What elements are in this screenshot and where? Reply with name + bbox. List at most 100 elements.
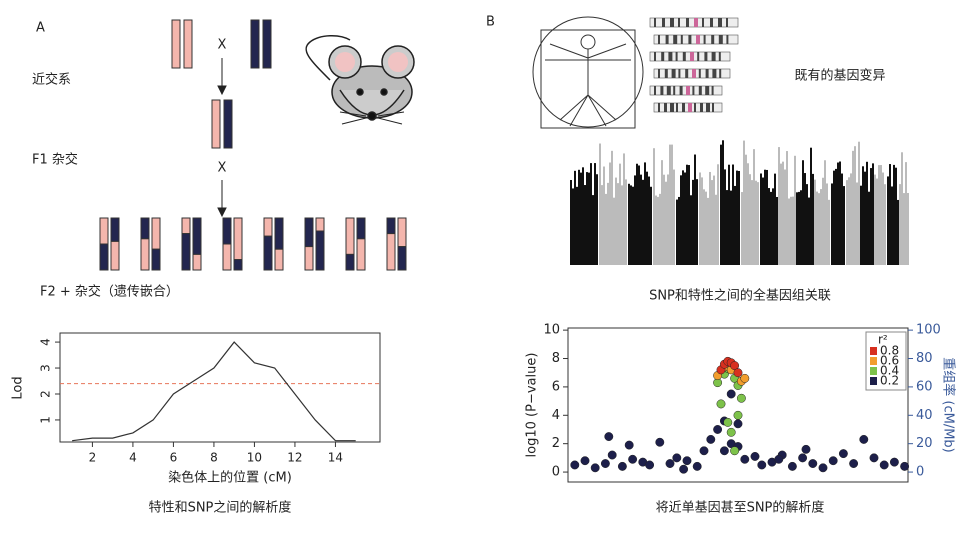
manhattan-column <box>895 167 897 265</box>
ideogram-band <box>712 69 717 78</box>
y2-tick-label: 80 <box>916 351 933 366</box>
snp-point <box>692 461 702 471</box>
variants-label: 既有的基因变异 <box>794 68 885 84</box>
y2-axis-label: 重组率 (cM/Mb) <box>941 357 957 453</box>
manhattan-column <box>870 168 872 265</box>
manhattan-column <box>584 185 586 265</box>
x-tick-label: 6 <box>170 451 178 465</box>
manhattan-column <box>854 146 856 265</box>
gwas-caption: SNP和特性之间的全基因组关联 <box>649 288 831 304</box>
parent-chromosomes <box>171 19 272 149</box>
manhattan-column <box>640 174 642 265</box>
manhattan-column <box>858 141 860 265</box>
ideogram-band <box>688 35 692 44</box>
manhattan-column <box>673 169 675 265</box>
manhattan-column <box>703 189 705 265</box>
manhattan-column <box>680 175 682 265</box>
manhattan-column <box>841 173 843 265</box>
manhattan-column <box>619 163 621 265</box>
manhattan-column <box>705 191 707 265</box>
manhattan-column <box>632 186 634 265</box>
ideogram-band <box>682 52 686 61</box>
snp-point <box>580 456 590 466</box>
manhattan-column <box>876 178 878 265</box>
snp-point <box>604 432 614 442</box>
ideogram-band <box>678 69 681 78</box>
chromosome-segment <box>192 253 202 271</box>
manhattan-column <box>588 172 590 265</box>
manhattan-column <box>835 168 837 265</box>
manhattan-column <box>661 160 663 265</box>
manhattan-column <box>617 183 619 265</box>
manhattan-column <box>586 172 588 265</box>
manhattan-column <box>905 162 907 265</box>
manhattan-column <box>848 177 850 265</box>
manhattan-column <box>806 184 808 265</box>
manhattan-column <box>738 170 740 265</box>
chromosome-ideograms <box>649 17 739 113</box>
manhattan-column <box>772 188 774 265</box>
ideogram-band <box>670 18 674 27</box>
ideogram-band <box>712 103 714 112</box>
manhattan-column <box>628 183 630 265</box>
manhattan-column <box>788 198 790 265</box>
manhattan-column <box>682 170 684 265</box>
manhattan-column <box>814 179 816 265</box>
snp-point <box>723 417 733 427</box>
ideogram-band <box>726 18 728 27</box>
manhattan-column <box>891 186 893 265</box>
ideogram-band <box>703 35 706 44</box>
manhattan-column <box>843 186 845 265</box>
snp-point <box>726 427 736 437</box>
manhattan-column <box>757 182 759 265</box>
ideogram-band <box>664 69 668 78</box>
ideogram-band <box>680 35 683 44</box>
manhattan-column <box>860 185 862 265</box>
manhattan-column <box>786 151 788 265</box>
manhattan-column <box>903 193 905 265</box>
manhattan-column <box>686 164 688 265</box>
ideogram-band <box>711 35 715 44</box>
snp-point <box>733 368 743 378</box>
ideogram-band <box>705 86 710 95</box>
manhattan-column <box>605 193 607 265</box>
ideogram-band <box>700 103 703 112</box>
ideogram-band <box>692 69 696 78</box>
manhattan-column <box>615 177 617 265</box>
manhattan-column <box>676 199 678 265</box>
ideogram-band <box>658 69 660 78</box>
manhattan-column <box>722 140 724 265</box>
panel-label: B <box>486 15 495 30</box>
lod-line <box>72 341 356 442</box>
manhattan-column <box>804 173 806 265</box>
ideogram-band <box>690 52 694 61</box>
caption: 将近单基因甚至SNP的解析度 <box>656 500 825 516</box>
manhattan-column <box>659 193 661 265</box>
manhattan-column <box>724 169 726 265</box>
x-tick-label: 10 <box>247 451 262 465</box>
legend-label: 0.2 <box>880 374 899 388</box>
manhattan-column <box>887 176 889 265</box>
chromosome-segment <box>222 217 232 245</box>
manhattan-column <box>882 172 884 265</box>
snp-point <box>719 446 729 456</box>
chromosome-segment <box>304 246 314 271</box>
manhattan-column <box>889 164 891 265</box>
ideogram-band <box>692 86 695 95</box>
chromosome-segment <box>192 217 202 255</box>
snp-point <box>607 450 617 460</box>
ideogram-band <box>686 86 690 95</box>
snp-point <box>869 453 879 463</box>
manhattan-column <box>570 179 572 265</box>
chromosome-segment <box>140 217 150 240</box>
manhattan-column <box>576 186 578 265</box>
ideogram-band <box>719 69 722 78</box>
snp-point <box>624 440 634 450</box>
manhattan-column <box>839 161 841 265</box>
chromosome-segment <box>99 243 109 271</box>
f2-label: F2 + 杂交（遗传嵌合） <box>40 284 179 300</box>
ideogram-band <box>718 35 723 44</box>
manhattan-column <box>665 181 667 265</box>
manhattan-column <box>812 173 814 265</box>
